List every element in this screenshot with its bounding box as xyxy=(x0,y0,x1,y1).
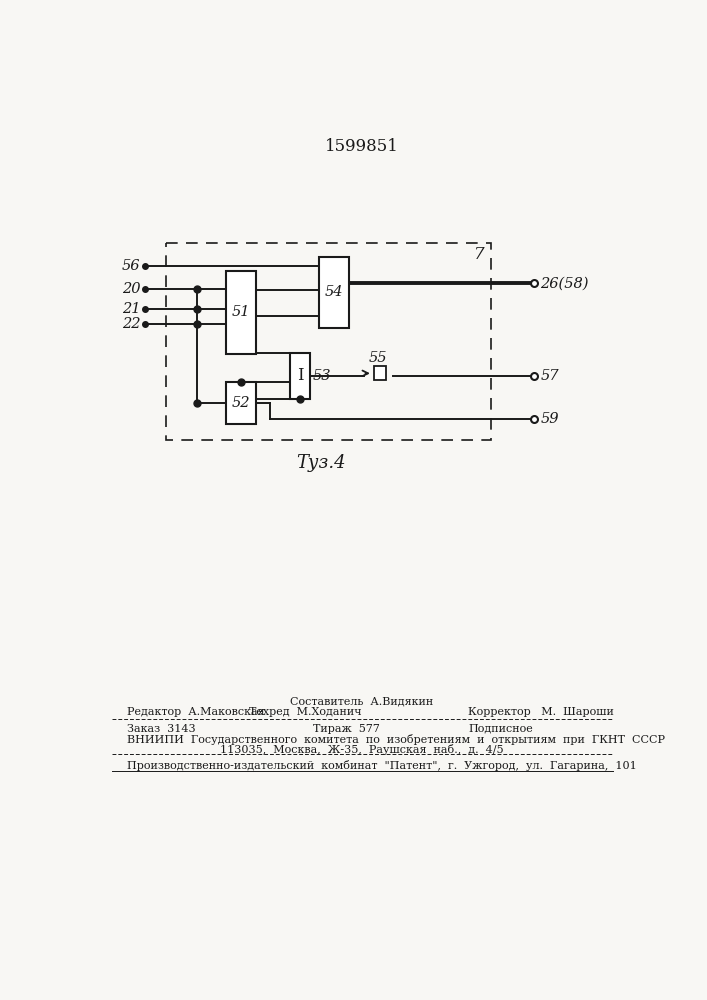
Text: 55: 55 xyxy=(369,351,387,365)
Bar xyxy=(226,271,256,354)
Text: 1599851: 1599851 xyxy=(325,138,399,155)
Text: ВНИИПИ  Государственного  комитета  по  изобретениям  и  открытиям  при  ГКНТ  С: ВНИИПИ Государственного комитета по изоб… xyxy=(127,734,665,745)
Text: Редактор  А.Маковская: Редактор А.Маковская xyxy=(127,707,264,717)
Text: 56: 56 xyxy=(122,259,140,273)
Text: Τуз.4: Τуз.4 xyxy=(296,454,346,472)
Text: 20: 20 xyxy=(122,282,140,296)
Text: Производственно-издательский  комбинат  "Патент",  г.  Ужгород,  ул.  Гагарина, : Производственно-издательский комбинат "П… xyxy=(127,760,637,771)
Text: 22: 22 xyxy=(122,317,140,331)
Text: I: I xyxy=(297,367,303,384)
Bar xyxy=(320,257,349,328)
Text: 113035,  Москва,  Ж-35,  Раушская  наб.,  д.  4/5: 113035, Москва, Ж-35, Раушская наб., д. … xyxy=(220,744,504,755)
Text: Корректор   М.  Шароши: Корректор М. Шароши xyxy=(468,707,614,717)
Bar xyxy=(166,243,491,440)
Text: Подписное: Подписное xyxy=(468,724,533,734)
Bar xyxy=(373,366,386,380)
Bar xyxy=(290,353,310,399)
Text: Техред  М.Ходанич: Техред М.Ходанич xyxy=(249,707,362,717)
Text: 59: 59 xyxy=(540,412,559,426)
Text: 54: 54 xyxy=(325,285,344,299)
Text: 57: 57 xyxy=(540,369,559,383)
Text: 21: 21 xyxy=(122,302,140,316)
Bar xyxy=(226,382,256,424)
Text: Заказ  3143: Заказ 3143 xyxy=(127,724,196,734)
Text: 53: 53 xyxy=(312,369,331,383)
Text: Составитель  А.Видякин: Составитель А.Видякин xyxy=(291,696,433,706)
Text: 52: 52 xyxy=(232,396,250,410)
Text: 26(58): 26(58) xyxy=(540,276,589,290)
Text: 51: 51 xyxy=(232,306,250,320)
Text: 7: 7 xyxy=(474,246,485,263)
Text: Тираж  577: Тираж 577 xyxy=(313,724,380,734)
